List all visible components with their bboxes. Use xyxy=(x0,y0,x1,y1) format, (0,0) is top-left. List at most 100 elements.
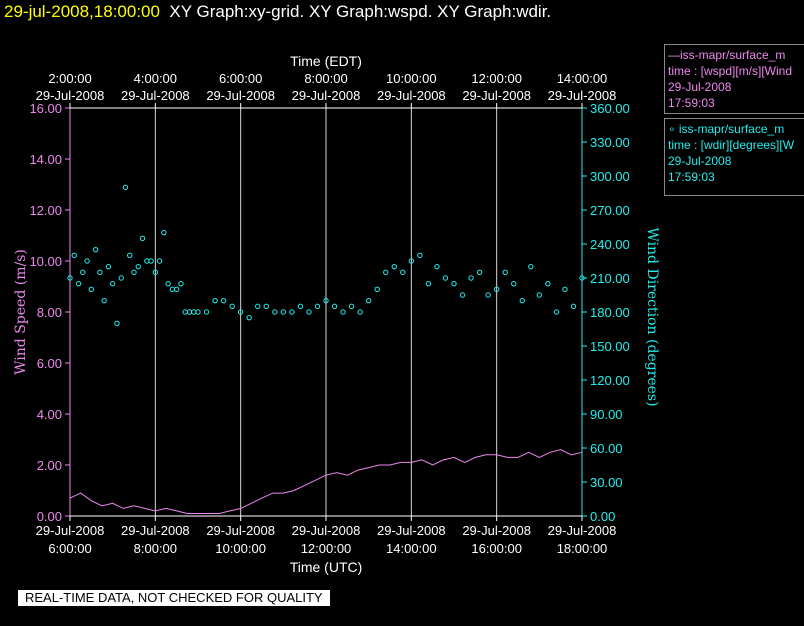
series-wdir-point xyxy=(161,229,167,236)
x-bottom-tick-date: 29-Jul-2008 xyxy=(121,523,190,538)
series-wdir-point xyxy=(408,258,415,264)
x-top-tick-time: 14:00:00 xyxy=(557,71,608,86)
y-left-tick-label: 16.00 xyxy=(29,101,62,116)
series-wdir-point xyxy=(118,275,124,281)
x-top-tick-time: 4:00:00 xyxy=(134,71,177,86)
series-wdir-point xyxy=(323,297,329,304)
y-left-tick-label: 2.00 xyxy=(37,458,62,473)
series-wdir-point xyxy=(263,303,269,310)
y-right-tick-label: 270.00 xyxy=(590,203,630,218)
header-timestamp: 29-jul-2008,18:00:00 xyxy=(4,2,160,21)
header-graph-list: XY Graph:xy-grid. XY Graph:wspd. XY Grap… xyxy=(169,2,552,21)
series-wdir-point xyxy=(191,309,197,315)
series-wdir-point xyxy=(203,309,210,315)
series-wdir-point xyxy=(545,280,551,287)
series-wdir-point xyxy=(80,269,86,276)
y-right-tick-label: 120.00 xyxy=(590,373,630,388)
series-wdir-point xyxy=(570,303,577,310)
series-wdir-point xyxy=(553,309,560,315)
y-right-tick-label: 30.00 xyxy=(590,475,623,490)
x-bottom-tick-time: 12:00:00 xyxy=(301,541,352,556)
x-bottom-tick-date: 29-Jul-2008 xyxy=(548,523,617,538)
series-wdir-point xyxy=(289,309,295,315)
series-wdir-point xyxy=(400,269,406,276)
y-right-tick-label: 240.00 xyxy=(590,237,630,252)
series-wdir-point xyxy=(348,303,355,310)
series-wdir-point xyxy=(485,292,491,298)
x-bottom-tick-date: 29-Jul-2008 xyxy=(292,523,361,538)
series-wdir-point xyxy=(148,258,154,264)
y-right-tick-label: 180.00 xyxy=(590,305,630,320)
y-right-tick-label: 360.00 xyxy=(590,101,630,116)
x-bottom-tick-date: 29-Jul-2008 xyxy=(377,523,446,538)
series-wdir-point xyxy=(139,235,146,242)
series-wdir-point xyxy=(178,280,184,287)
legend-wspd: —iss-mapr/surface_m time : [wspd][m/s][W… xyxy=(664,44,804,114)
legend-wdir-date: 29-Jul-2008 xyxy=(668,154,732,168)
series-wdir-point xyxy=(536,292,543,298)
x-bottom-tick-time: 10:00:00 xyxy=(215,541,266,556)
y-right-tick-label: 90.00 xyxy=(590,407,623,422)
y-left-tick-label: 14.00 xyxy=(29,152,62,167)
y-left-tick-label: 8.00 xyxy=(37,305,62,320)
series-wdir-point xyxy=(314,303,321,310)
y-right-tick-label: 150.00 xyxy=(590,339,630,354)
series-wdir-point xyxy=(374,286,380,293)
series-wdir-point xyxy=(127,252,133,259)
quality-warning-banner: REAL-TIME DATA, NOT CHECKED FOR QUALITY xyxy=(18,590,330,606)
series-wdir-point xyxy=(156,258,163,264)
series-wdir-point xyxy=(468,275,474,281)
series-wdir-point xyxy=(131,269,137,276)
series-wdir-point xyxy=(562,286,568,293)
series-wdir-point xyxy=(186,309,193,315)
series-wdir-point xyxy=(105,263,112,270)
series-wdir-point xyxy=(152,269,159,276)
legend-wdir: ∘ iss-mapr/surface_m time : [wdir][degre… xyxy=(664,118,804,196)
legend-wspd-source: —iss-mapr/surface_m xyxy=(668,48,786,62)
series-wdir-point xyxy=(67,275,73,281)
x-top-tick-time: 12:00:00 xyxy=(471,71,522,86)
legend-wdir-variable: time : [wdir][degrees][W xyxy=(668,138,795,152)
series-wdir-point xyxy=(212,297,218,304)
y-right-tick-label: 60.00 xyxy=(590,441,623,456)
x-bottom-axis-title: Time (UTC) xyxy=(290,559,363,575)
series-wdir-point xyxy=(101,297,107,304)
y-left-tick-label: 6.00 xyxy=(37,356,62,371)
legend-wdir-source: ∘ iss-mapr/surface_m xyxy=(668,122,785,136)
series-wdir-point xyxy=(237,309,244,315)
series-wdir-point xyxy=(97,269,103,276)
series-wdir-point xyxy=(493,286,500,293)
series-wdir-point xyxy=(306,309,312,315)
x-bottom-tick-date: 29-Jul-2008 xyxy=(36,523,105,538)
x-top-tick-date: 29-Jul-2008 xyxy=(548,88,617,103)
series-wdir-point xyxy=(182,309,188,315)
x-top-axis-title: Time (EDT) xyxy=(290,53,362,69)
x-top-tick-date: 29-Jul-2008 xyxy=(206,88,275,103)
legend-wspd-time: 17:59:03 xyxy=(668,96,715,110)
x-top-tick-date: 29-Jul-2008 xyxy=(377,88,446,103)
y-right-tick-label: 0.00 xyxy=(590,509,615,524)
series-wdir-point xyxy=(135,263,141,270)
y-right-tick-label: 300.00 xyxy=(590,169,630,184)
series-wdir-point xyxy=(331,303,338,310)
x-bottom-tick-time: 14:00:00 xyxy=(386,541,437,556)
series-wdir-point xyxy=(229,303,235,310)
x-top-tick-time: 10:00:00 xyxy=(386,71,437,86)
series-wdir-point xyxy=(92,246,99,253)
series-wdir-point xyxy=(459,292,466,298)
series-wdir-point xyxy=(365,297,372,304)
y-left-tick-label: 4.00 xyxy=(37,407,62,422)
series-wdir-point xyxy=(511,280,517,287)
series-wdir-point xyxy=(579,275,585,281)
series-wdir-point xyxy=(391,263,397,270)
series-wdir-point xyxy=(425,280,432,287)
series-wdir-point xyxy=(442,275,449,281)
series-wdir-point xyxy=(417,252,423,259)
series-wdir-point xyxy=(357,309,363,315)
series-wdir-point xyxy=(88,286,95,293)
series-wdir-point xyxy=(75,280,82,287)
series-wspd-line xyxy=(69,449,583,514)
series-wdir-point xyxy=(84,258,90,264)
x-bottom-tick-time: 8:00:00 xyxy=(134,541,177,556)
